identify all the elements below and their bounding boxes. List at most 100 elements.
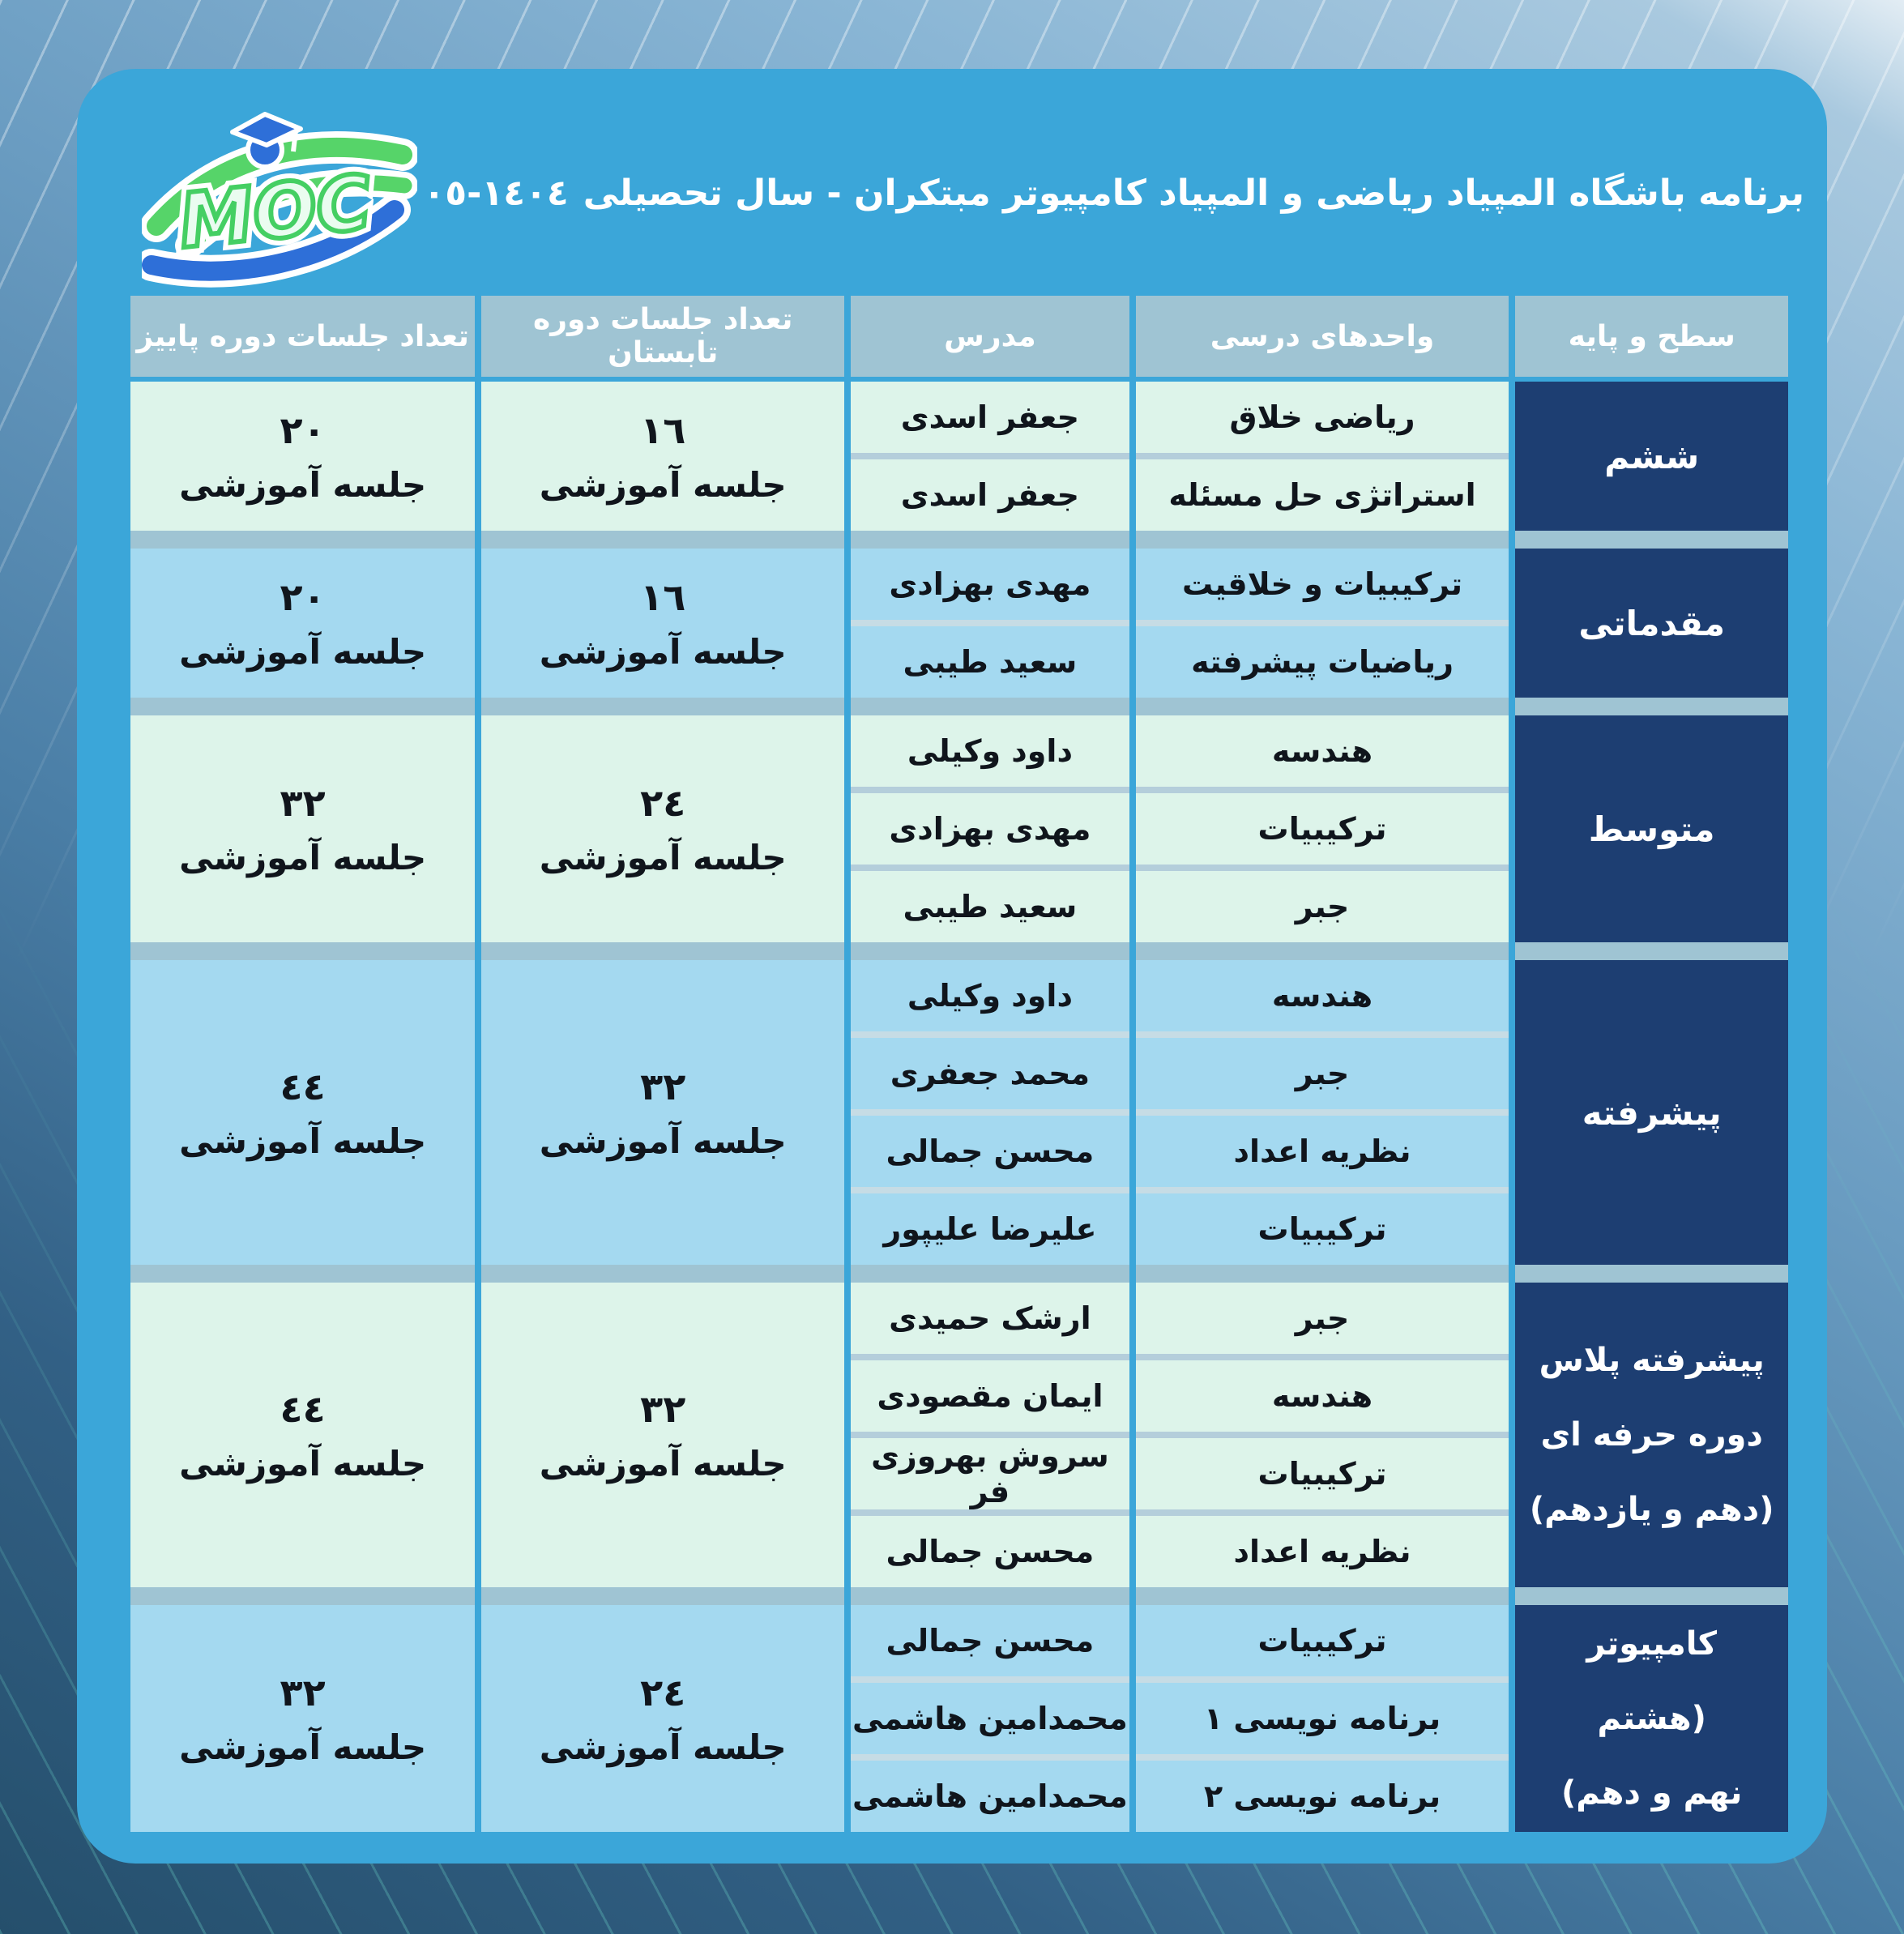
level-group: کامپیوتر (هشتم نهم و دهم) ترکیبیات برنامه نو… <box>130 1605 1788 1832</box>
level-line: (هشتم <box>1597 1700 1706 1737</box>
level-cell: متوسط <box>1515 715 1788 942</box>
row-divider <box>1135 453 1509 459</box>
session-label: جلسه آموزشی <box>539 464 787 505</box>
level-line: نهم و دهم) <box>1560 1774 1743 1812</box>
svg-text:MOC: MOC <box>175 159 375 265</box>
units-column: ریاضی خلاق استراتژی حل مسئله <box>1135 382 1509 531</box>
group-separator-segment <box>851 942 1129 960</box>
group-separator-segment <box>1515 1265 1788 1283</box>
level-line: پیشرفته <box>1582 1092 1722 1133</box>
units-column: ترکیبیات و خلاقیت ریاضیات پیشرفته <box>1135 549 1509 698</box>
instructor-cell: علیرضا علیپور <box>851 1193 1129 1265</box>
level-cell: ششم <box>1515 382 1788 531</box>
instructor-cell: جعفر اسدی <box>851 459 1129 531</box>
unit-cell: ریاضیات پیشرفته <box>1135 626 1509 698</box>
level-cell: کامپیوتر (هشتم نهم و دهم) <box>1515 1605 1788 1832</box>
unit-cell: ترکیبیات و خلاقیت <box>1135 549 1509 620</box>
group-separator-segment <box>851 698 1129 715</box>
unit-cell: ترکیبیات <box>1135 1193 1509 1265</box>
session-label: جلسه آموزشی <box>539 1121 787 1161</box>
group-separator-segment <box>851 531 1129 549</box>
level-cell: پیشرفته <box>1515 960 1788 1265</box>
instructor-cell: داود وکیلی <box>851 715 1129 787</box>
session-count: ٢٠ <box>280 574 326 619</box>
units-column: هندسه ترکیبیات جبر <box>1135 715 1509 942</box>
fall-sessions-cell: ٢٠ جلسه آموزشی <box>130 549 476 698</box>
level-group: پیشرفته پلاس دوره حرفه ای (دهم و یازدهم) جب… <box>130 1283 1788 1587</box>
unit-cell: نظریه اعداد <box>1135 1516 1509 1587</box>
group-separator-segment <box>1135 1265 1509 1283</box>
session-label: جلسه آموزشی <box>179 464 427 505</box>
row-divider <box>851 1109 1129 1116</box>
unit-cell: برنامه نویسی ١ <box>1135 1683 1509 1754</box>
summer-sessions-cell: ٣٢ جلسه آموزشی <box>481 960 845 1265</box>
column-header-summer-sessions: تعداد جلسات دوره تابستان <box>481 296 845 377</box>
session-label: جلسه آموزشی <box>539 1727 787 1767</box>
row-divider <box>851 1187 1129 1193</box>
unit-cell: ترکیبیات <box>1135 1605 1509 1676</box>
session-label: جلسه آموزشی <box>539 631 787 672</box>
session-label: جلسه آموزشی <box>539 1443 787 1484</box>
unit-cell: ریاضی خلاق <box>1135 382 1509 453</box>
group-separator <box>130 1587 1788 1605</box>
instructor-cell: محسن جمالی <box>851 1516 1129 1587</box>
group-separator-segment <box>481 1265 845 1283</box>
level-line: ششم <box>1604 436 1700 476</box>
group-separator <box>130 942 1788 960</box>
group-separator <box>130 1265 1788 1283</box>
group-separator-segment <box>851 1587 1129 1605</box>
unit-cell: هندسه <box>1135 1360 1509 1432</box>
summer-sessions-cell: ١٦ جلسه آموزشی <box>481 382 845 531</box>
level-group: متوسط هندسه ترکیبیات جبر داود وکیلی مهدی بهزا… <box>130 715 1788 942</box>
fall-sessions-cell: ٤٤ جلسه آموزشی <box>130 1283 476 1587</box>
table-header-row: سطح و پایه واحدهای درسی مدرس تعداد جلسات دو… <box>130 296 1788 377</box>
level-group: پیشرفته هندسه جبر نظریه اعداد ترکیبیات داود و… <box>130 960 1788 1265</box>
session-label: جلسه آموزشی <box>179 631 427 672</box>
session-count: ٤٤ <box>280 1386 326 1431</box>
group-separator-segment <box>1135 942 1509 960</box>
poster-title-year: ١٤٠٤-٠٥ <box>423 173 569 214</box>
row-divider <box>1135 865 1509 871</box>
schedule-table: سطح و پایه واحدهای درسی مدرس تعداد جلسات دو… <box>130 296 1788 1832</box>
row-divider <box>1135 1754 1509 1761</box>
instructors-column: مهدی بهزادی سعید طیبی <box>851 549 1129 698</box>
instructor-cell: سعید طیبی <box>851 871 1129 942</box>
units-column: ترکیبیات برنامه نویسی ١ برنامه نویسی ٢ <box>1135 1605 1509 1832</box>
row-divider <box>851 1509 1129 1516</box>
row-divider <box>1135 1187 1509 1193</box>
group-separator-segment <box>1515 698 1788 715</box>
group-separator-segment <box>130 942 476 960</box>
units-column: جبر هندسه ترکیبیات نظریه اعداد <box>1135 1283 1509 1587</box>
group-separator-segment <box>130 1265 476 1283</box>
instructor-cell: محسن جمالی <box>851 1116 1129 1187</box>
instructor-cell: سعید طیبی <box>851 626 1129 698</box>
instructor-cell: ایمان مقصودی <box>851 1360 1129 1432</box>
row-divider <box>1135 1354 1509 1360</box>
group-separator-segment <box>481 1587 845 1605</box>
group-separator-segment <box>481 698 845 715</box>
column-header-level: سطح و پایه <box>1515 296 1788 377</box>
unit-cell: نظریه اعداد <box>1135 1116 1509 1187</box>
unit-cell: برنامه نویسی ٢ <box>1135 1761 1509 1832</box>
instructors-column: داود وکیلی محمد جعفری محسن جمالی علیرضا علی… <box>851 960 1129 1265</box>
session-count: ٣٢ <box>280 780 326 825</box>
unit-cell: ترکیبیات <box>1135 793 1509 865</box>
row-divider <box>1135 787 1509 793</box>
level-line: دوره حرفه ای <box>1540 1416 1763 1454</box>
group-separator-segment <box>130 531 476 549</box>
instructors-column: جعفر اسدی جعفر اسدی <box>851 382 1129 531</box>
session-count: ١٦ <box>640 408 686 452</box>
instructor-cell: محمد جعفری <box>851 1038 1129 1109</box>
instructors-column: داود وکیلی مهدی بهزادی سعید طیبی <box>851 715 1129 942</box>
units-column: هندسه جبر نظریه اعداد ترکیبیات <box>1135 960 1509 1265</box>
summer-sessions-cell: ٢٤ جلسه آموزشی <box>481 715 845 942</box>
row-divider <box>851 1031 1129 1038</box>
row-divider <box>1135 1676 1509 1683</box>
group-separator-segment <box>481 942 845 960</box>
session-label: جلسه آموزشی <box>179 837 427 877</box>
summer-sessions-cell: ١٦ جلسه آموزشی <box>481 549 845 698</box>
session-label: جلسه آموزشی <box>179 1727 427 1767</box>
group-separator-segment <box>1515 1587 1788 1605</box>
row-divider <box>1135 1031 1509 1038</box>
